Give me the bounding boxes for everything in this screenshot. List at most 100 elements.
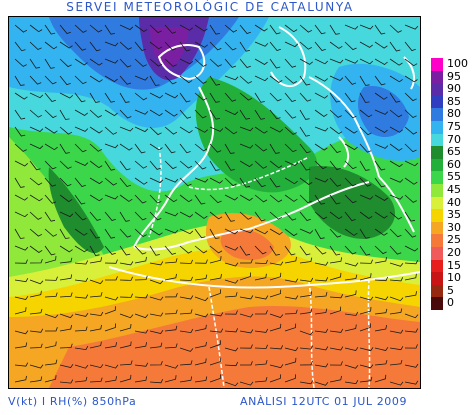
wind-barb — [254, 58, 268, 65]
wind-barb — [329, 272, 342, 281]
wind-barb — [344, 160, 357, 170]
wind-barb — [389, 194, 404, 200]
wind-barb — [134, 75, 149, 81]
wind-barb — [284, 160, 299, 166]
wind-barb — [404, 363, 419, 368]
wind-barb — [149, 160, 162, 170]
wind-barb — [59, 109, 70, 120]
wind-barb — [164, 24, 177, 34]
wind-barb — [389, 308, 403, 315]
wind-barb — [74, 376, 88, 383]
legend-swatch — [431, 83, 443, 96]
wind-barb — [44, 143, 58, 151]
wind-barb — [164, 58, 177, 67]
wind-barb — [29, 92, 44, 99]
wind-barb — [344, 324, 357, 332]
wind-barb — [29, 376, 43, 383]
wind-barb — [299, 58, 313, 65]
rh-region-dark-green-west — [48, 167, 104, 254]
wind-barb — [74, 364, 89, 369]
wind-barb — [224, 92, 237, 102]
wind-barb — [194, 92, 208, 101]
wind-barb — [224, 310, 238, 315]
legend-item: 90 — [431, 82, 475, 96]
wind-barb — [344, 274, 358, 281]
wind-barb — [209, 126, 224, 132]
wind-barb — [284, 256, 297, 264]
wind-barb — [329, 109, 342, 118]
wind-barb — [374, 126, 388, 133]
wind-barb — [164, 273, 177, 281]
wind-barb — [104, 211, 116, 221]
wind-barb — [179, 194, 193, 203]
wind-barb — [374, 58, 388, 65]
wind-barb — [134, 342, 147, 349]
wind-barb — [284, 92, 296, 102]
wind-barb — [59, 160, 72, 169]
legend-item: 10 — [431, 271, 475, 285]
wind-barb — [14, 307, 27, 315]
wind-barb — [149, 41, 163, 50]
wind-barb — [29, 126, 44, 132]
wind-barb — [104, 126, 117, 135]
wind-barb — [239, 245, 251, 256]
wind-barb — [89, 92, 100, 103]
wind-barb — [164, 41, 177, 51]
wind-barb — [164, 375, 177, 383]
wind-barb — [389, 160, 403, 168]
wind-barb — [209, 75, 221, 86]
legend-swatch — [431, 171, 443, 184]
wind-barb — [74, 143, 87, 153]
legend-item: 60 — [431, 158, 475, 172]
wind-barb — [344, 290, 357, 298]
wind-barb — [314, 160, 327, 170]
wind-barb — [29, 308, 43, 315]
legend-label: 15 — [447, 258, 461, 272]
wind-barb — [374, 41, 388, 49]
wind-barb — [389, 381, 404, 386]
wind-barb — [239, 329, 254, 334]
wind-barb — [89, 341, 102, 349]
wind-barb — [134, 160, 148, 169]
legend-item: 70 — [431, 132, 475, 147]
wind-barb — [284, 245, 296, 256]
legend-label: 70 — [447, 132, 461, 146]
wind-barb — [329, 257, 343, 264]
wind-barb — [239, 126, 254, 132]
rh-region-red-south — [49, 305, 420, 388]
wind-barb — [299, 245, 311, 256]
wind-barb — [179, 259, 193, 264]
wind-barb — [74, 92, 86, 103]
wind-barb — [329, 328, 344, 333]
wind-barb — [329, 160, 341, 171]
wind-barb — [224, 262, 239, 267]
wind-barb — [209, 256, 222, 264]
wind-barb — [344, 75, 357, 85]
wind-barb — [149, 75, 160, 86]
wind-barb — [299, 257, 313, 264]
wind-barb — [359, 211, 373, 219]
wind-barb — [359, 376, 373, 383]
wind-barb — [374, 92, 388, 100]
legend-label: 45 — [447, 182, 461, 196]
wind-barb — [134, 143, 146, 154]
wind-barb — [374, 276, 389, 282]
wind-barb — [179, 160, 193, 169]
wind-barb — [254, 109, 265, 120]
wind-barb — [389, 75, 403, 83]
wind-barb — [239, 92, 253, 101]
wind-barb — [194, 109, 207, 119]
wind-barb — [29, 58, 41, 69]
wind-barb — [119, 24, 134, 31]
wind-barb — [29, 143, 44, 150]
wind-barb — [14, 92, 28, 100]
wind-barb — [134, 228, 147, 237]
wind-barb — [224, 109, 239, 116]
wind-barb — [254, 273, 267, 281]
wind-barb — [374, 177, 386, 188]
wind-barb — [134, 294, 149, 299]
wind-barb — [194, 296, 209, 302]
wind-barb — [284, 41, 299, 48]
wind-barb — [239, 58, 251, 68]
wind-barb — [269, 323, 282, 332]
